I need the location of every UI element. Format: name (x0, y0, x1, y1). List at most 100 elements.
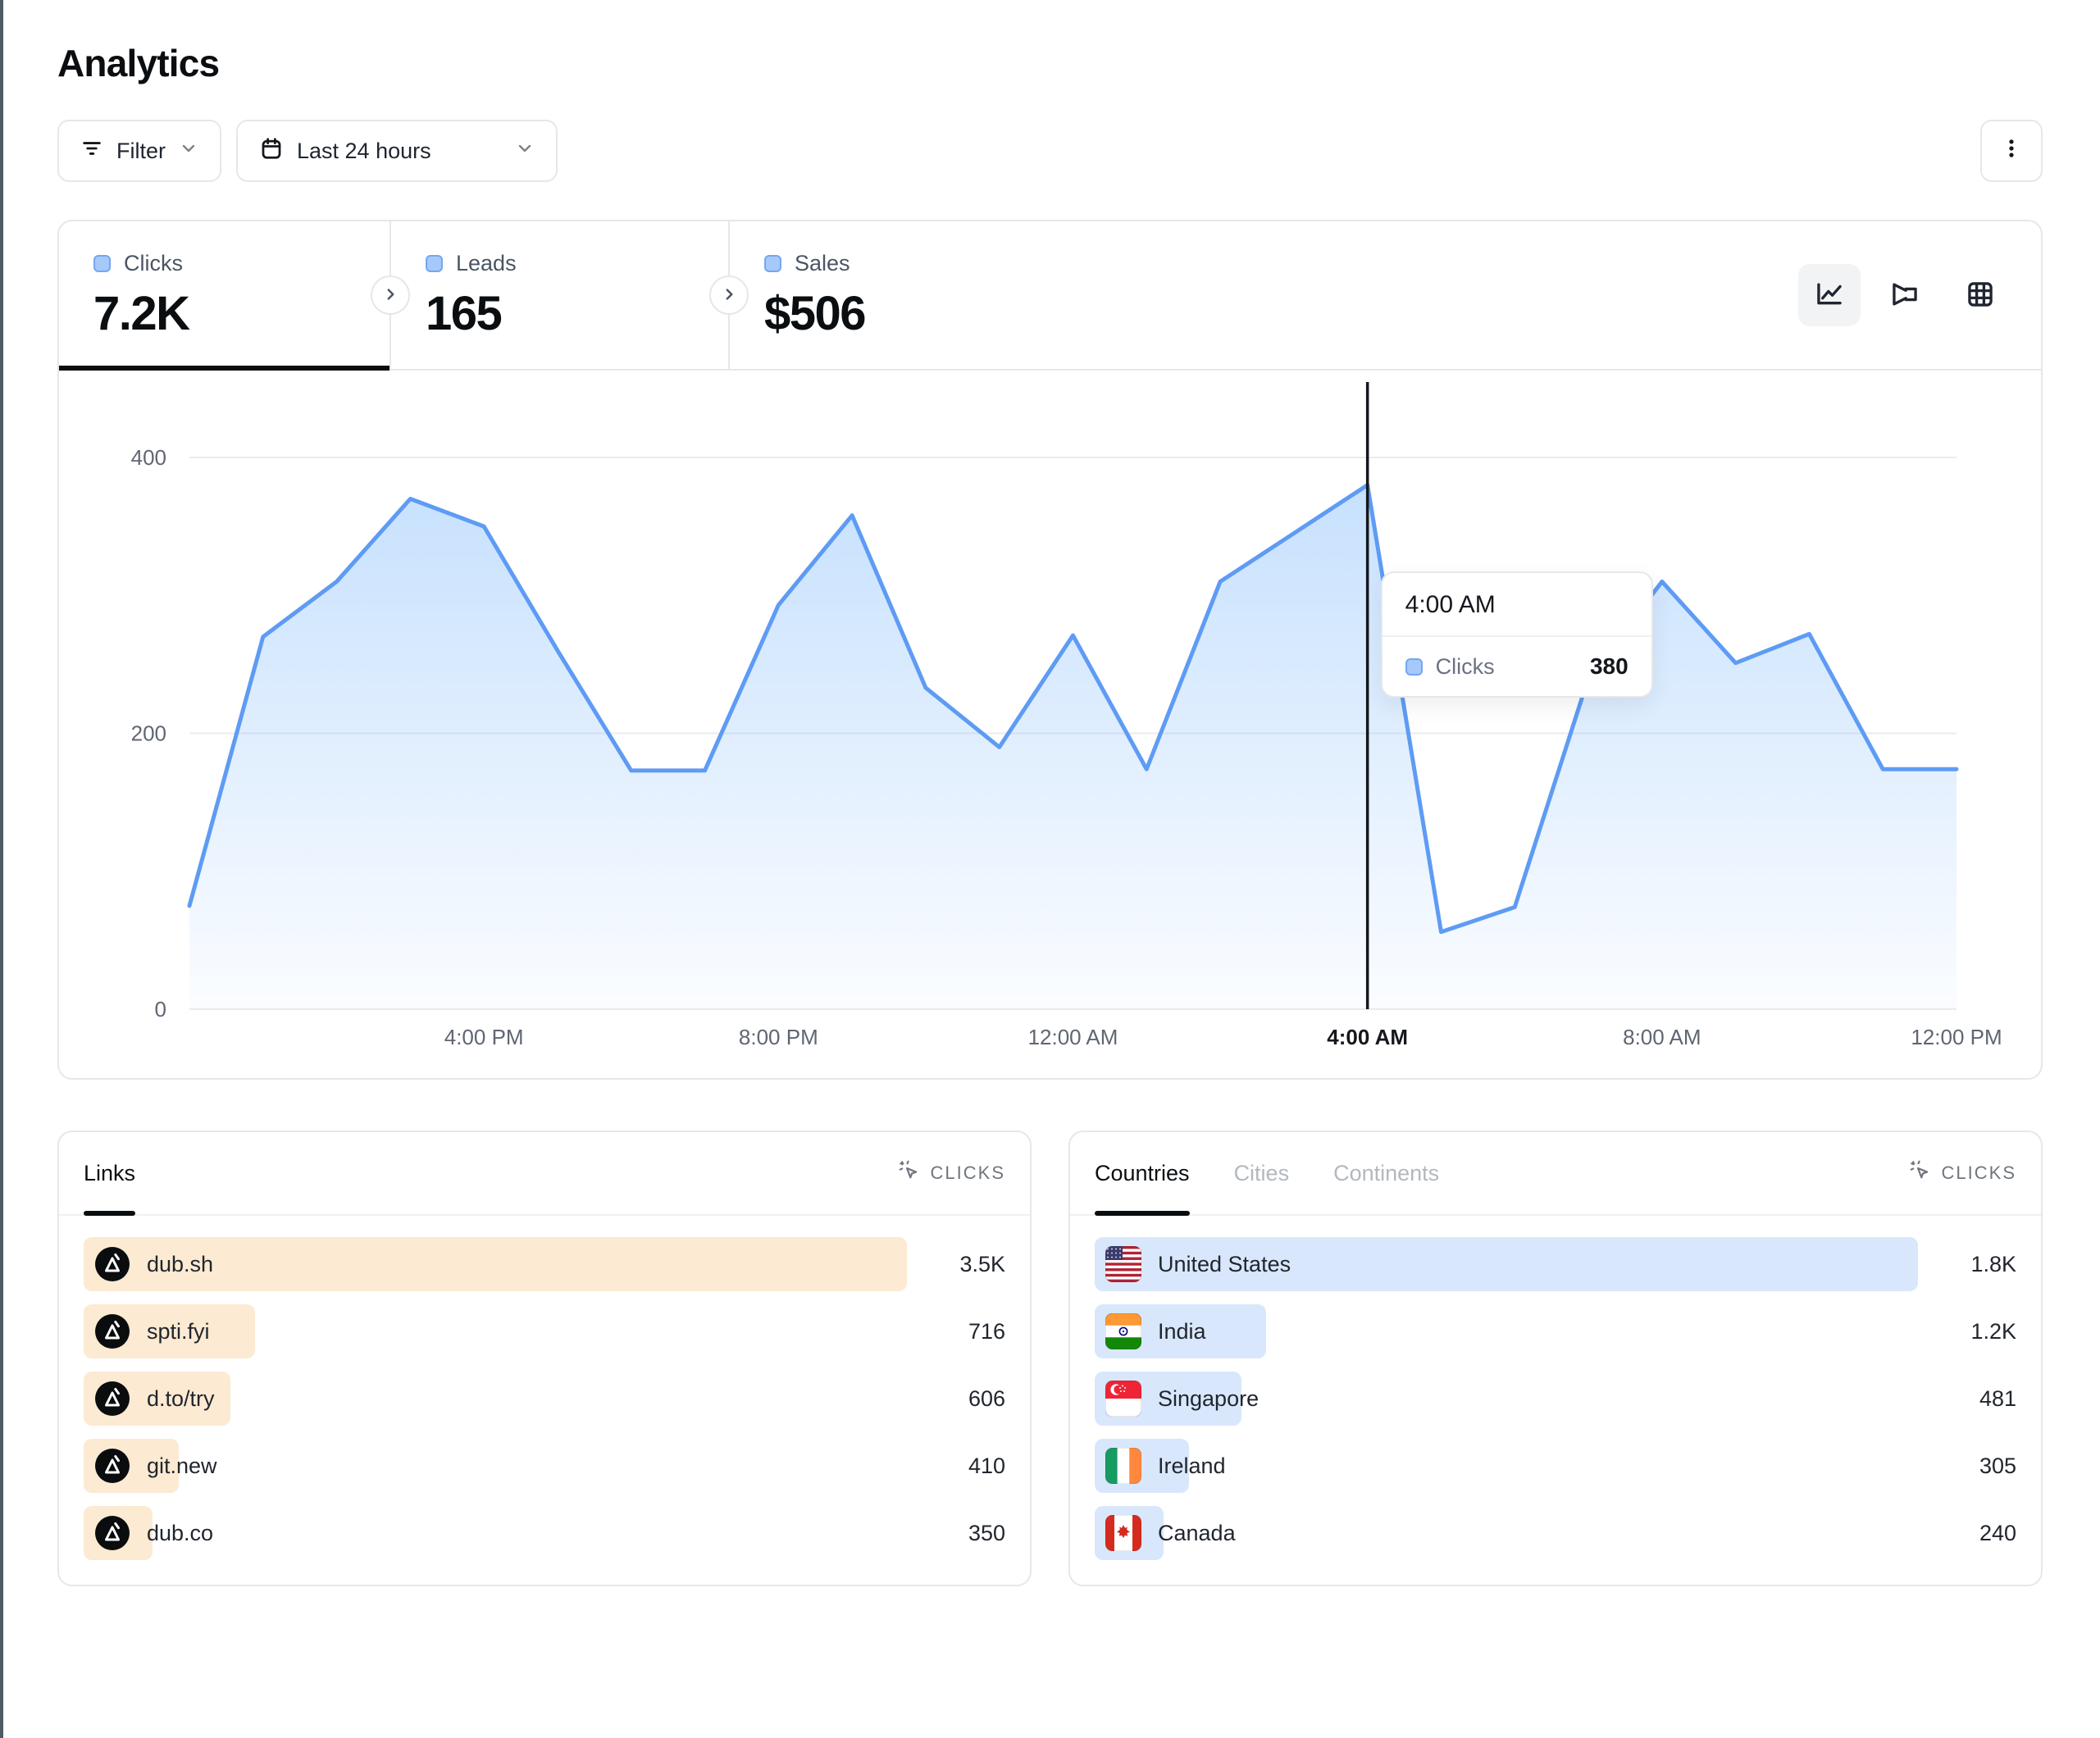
date-range-label: Last 24 hours (297, 138, 431, 163)
country-label: Singapore (1158, 1385, 1260, 1411)
sales-legend-chip (764, 255, 781, 272)
geo-tab-continents[interactable]: Continents (1333, 1132, 1439, 1214)
table-toggle-button[interactable] (1949, 264, 2011, 326)
link-clicks-value: 350 (968, 1520, 1005, 1545)
country-label: United States (1158, 1251, 1291, 1276)
stats-row: Clicks 7.2K Leads 165 Sales $506 (59, 221, 2041, 371)
country-label: India (1158, 1318, 1206, 1344)
analytics-card: Clicks 7.2K Leads 165 Sales $506 0 200 400 4:00 … (57, 220, 2043, 1080)
geo-tab-countries[interactable]: Countries (1095, 1132, 1190, 1216)
filter-button[interactable]: Filter (57, 120, 221, 182)
chart-area: 0 200 400 4:00 PM 8:00 PM 12:00 AM 4:00 AM 8:00… (59, 371, 2041, 1078)
next-metric-button[interactable] (371, 275, 410, 315)
calendar-icon (259, 136, 284, 166)
dub-logo-icon (94, 1448, 130, 1484)
country-row-singapore[interactable]: Singapore 481 (1095, 1372, 2016, 1426)
stat-value: 165 (426, 287, 503, 340)
link-bar (84, 1237, 907, 1291)
funnel-chart-toggle-button[interactable] (1874, 264, 1936, 326)
dub-logo-icon (94, 1246, 130, 1282)
geo-list: United States 1.8K India 1.2K Singapore 481 Ir… (1070, 1216, 2041, 1585)
x-axis-tick: 12:00 AM (1028, 1025, 1118, 1049)
chevron-down-icon (179, 139, 198, 164)
country-row-india[interactable]: India 1.2K (1095, 1304, 2016, 1358)
country-clicks-value: 305 (1979, 1453, 2016, 1478)
geo-panel-header: Countries Cities Continents CLICKS (1070, 1132, 2041, 1216)
link-clicks-value: 606 (968, 1385, 1005, 1411)
clicks-line (187, 483, 1959, 935)
tooltip-series-label: Clicks (1435, 653, 1495, 679)
chevron-right-icon (380, 284, 401, 307)
link-row-dub-sh[interactable]: dub.sh 3.5K (84, 1237, 1005, 1291)
flag-icon-sg (1105, 1381, 1141, 1417)
y-axis-tick: 400 (131, 445, 166, 470)
table-icon (1965, 279, 1996, 312)
links-panel-header: Links CLICKS (59, 1132, 1030, 1216)
link-clicks-value: 3.5K (959, 1251, 1005, 1276)
link-label: git.new (147, 1453, 217, 1478)
links-list: dub.sh 3.5K spti.fyi 716 d.to/try 606 git.new 4… (59, 1216, 1030, 1585)
x-axis-tick: 8:00 PM (739, 1025, 818, 1049)
geo-panel: Countries Cities Continents CLICKS United … (1068, 1131, 2043, 1586)
geo-metric-header[interactable]: CLICKS (1909, 1132, 2016, 1214)
country-clicks-value: 1.2K (1970, 1318, 2016, 1344)
links-metric-label: CLICKS (930, 1162, 1005, 1183)
page-title: Analytics (57, 42, 220, 84)
dub-logo-icon (94, 1515, 130, 1551)
country-clicks-value: 481 (1979, 1385, 2016, 1411)
stat-tab-sales[interactable]: Sales $506 (730, 221, 867, 369)
tooltip-time: 4:00 AM (1405, 591, 1496, 618)
country-row-canada[interactable]: Canada 240 (1095, 1506, 2016, 1560)
clicks-legend-chip (1405, 657, 1423, 676)
flag-icon-us (1105, 1246, 1141, 1282)
links-tab-links[interactable]: Links (84, 1132, 136, 1216)
link-clicks-value: 410 (968, 1453, 1005, 1478)
stat-label: Leads (456, 251, 517, 275)
x-axis-tick: 4:00 AM (1327, 1025, 1408, 1049)
chevron-down-icon (515, 139, 535, 164)
stat-value: 7.2K (93, 287, 190, 340)
tooltip-value: 380 (1589, 653, 1629, 679)
next-metric-button[interactable] (709, 275, 749, 315)
line-chart-toggle-button[interactable] (1798, 264, 1861, 326)
geo-tab-cities[interactable]: Cities (1234, 1132, 1290, 1214)
more-options-button[interactable] (1980, 120, 2043, 182)
links-panel: Links CLICKS dub.sh 3.5K spti.fyi 716 d.to/t… (57, 1131, 1032, 1586)
filter-icon (80, 137, 103, 166)
click-cursor-icon (898, 1159, 921, 1187)
link-row-git-new[interactable]: git.new 410 (84, 1439, 1005, 1493)
flag-icon-ca (1105, 1515, 1141, 1551)
geo-metric-label: CLICKS (1941, 1162, 2016, 1183)
clicks-area-chart[interactable]: 0 200 400 4:00 PM 8:00 PM 12:00 AM 4:00 AM 8:00… (59, 374, 2041, 1054)
y-axis-tick: 200 (131, 721, 166, 746)
country-row-ireland[interactable]: Ireland 305 (1095, 1439, 2016, 1493)
link-row-spti-fyi[interactable]: spti.fyi 716 (84, 1304, 1005, 1358)
chart-tooltip: 4:00 AM Clicks 380 (1380, 571, 1653, 698)
toolbar: Filter Last 24 hours (57, 120, 2043, 182)
date-range-button[interactable]: Last 24 hours (236, 120, 558, 182)
country-label: Canada (1158, 1520, 1236, 1545)
country-label: Ireland (1158, 1453, 1226, 1478)
kebab-menu-icon (1999, 136, 2024, 166)
clicks-legend-chip (93, 255, 111, 272)
country-row-united-states[interactable]: United States 1.8K (1095, 1237, 2016, 1291)
stat-tab-clicks[interactable]: Clicks 7.2K (59, 221, 410, 371)
link-clicks-value: 716 (968, 1318, 1005, 1344)
links-metric-header[interactable]: CLICKS (898, 1132, 1005, 1214)
link-row-dub-co[interactable]: dub.co 350 (84, 1506, 1005, 1560)
x-axis-tick: 4:00 PM (444, 1025, 524, 1049)
stat-value: $506 (764, 287, 867, 340)
chart-view-toggles (1798, 221, 2041, 369)
stat-tab-leads[interactable]: Leads 165 (391, 221, 749, 369)
link-label: dub.co (147, 1520, 214, 1545)
link-label: dub.sh (147, 1251, 214, 1276)
flag-icon-in (1105, 1313, 1141, 1349)
stat-label: Sales (795, 251, 850, 275)
stat-label: Clicks (124, 251, 183, 275)
leads-legend-chip (426, 255, 443, 272)
link-row-d-to-try[interactable]: d.to/try 606 (84, 1372, 1005, 1426)
clicks-area-fill (189, 485, 1957, 1009)
y-axis-tick: 0 (155, 997, 166, 1021)
country-clicks-value: 240 (1979, 1520, 2016, 1545)
